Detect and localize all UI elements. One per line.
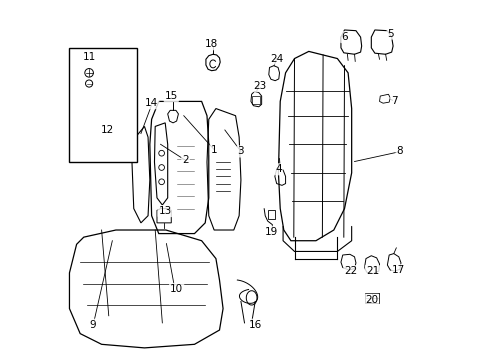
Text: 2: 2: [182, 156, 188, 165]
Bar: [267, 210, 274, 219]
Text: 22: 22: [344, 266, 357, 276]
Text: 15: 15: [164, 91, 178, 101]
Text: 7: 7: [390, 96, 397, 107]
Text: 16: 16: [248, 320, 261, 330]
Bar: [69, 48, 137, 162]
Text: 19: 19: [264, 227, 277, 237]
Text: 13: 13: [158, 206, 171, 216]
Text: 3: 3: [237, 147, 244, 157]
Text: 20: 20: [365, 295, 377, 305]
Text: 9: 9: [89, 320, 96, 330]
Bar: [252, 96, 259, 104]
Text: 12: 12: [100, 125, 113, 135]
Text: 21: 21: [365, 266, 378, 276]
Text: 1: 1: [210, 145, 217, 155]
Text: 10: 10: [170, 284, 183, 294]
Text: 24: 24: [270, 54, 284, 64]
Text: 18: 18: [204, 39, 218, 49]
Text: 4: 4: [275, 164, 281, 174]
Text: 8: 8: [396, 147, 403, 157]
Text: 17: 17: [391, 265, 405, 275]
Text: 23: 23: [252, 81, 265, 91]
Text: 5: 5: [387, 28, 393, 39]
Text: 6: 6: [341, 32, 347, 42]
Text: 11: 11: [82, 52, 96, 62]
Text: 14: 14: [145, 98, 158, 108]
